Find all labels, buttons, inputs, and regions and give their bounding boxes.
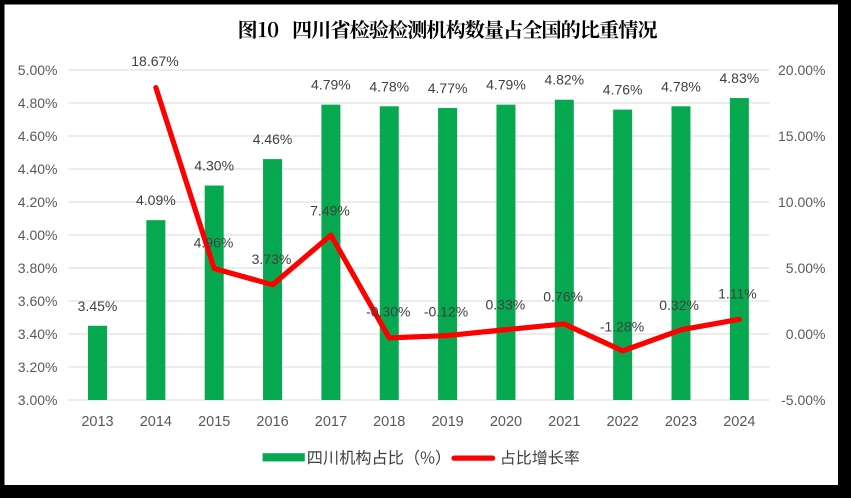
svg-text:7.49%: 7.49% xyxy=(310,203,350,219)
svg-text:5.00%: 5.00% xyxy=(786,260,826,276)
svg-text:4.83%: 4.83% xyxy=(719,70,759,86)
svg-text:0.76%: 0.76% xyxy=(543,289,583,305)
svg-text:4.96%: 4.96% xyxy=(194,235,234,251)
svg-text:10.00%: 10.00% xyxy=(778,194,825,210)
svg-text:2020: 2020 xyxy=(490,414,522,430)
svg-text:-0.12%: -0.12% xyxy=(424,304,468,320)
svg-text:0.32%: 0.32% xyxy=(659,297,699,313)
svg-text:0.00%: 0.00% xyxy=(786,326,826,342)
svg-text:2024: 2024 xyxy=(723,414,755,430)
svg-text:4.79%: 4.79% xyxy=(311,77,351,93)
svg-text:4.78%: 4.78% xyxy=(661,78,701,94)
svg-text:3.20%: 3.20% xyxy=(18,359,58,375)
svg-text:4.20%: 4.20% xyxy=(18,194,58,210)
svg-text:4.79%: 4.79% xyxy=(486,77,526,93)
svg-text:2014: 2014 xyxy=(140,414,172,430)
svg-text:3.80%: 3.80% xyxy=(18,260,58,276)
svg-text:2017: 2017 xyxy=(315,414,347,430)
svg-text:4.60%: 4.60% xyxy=(18,128,58,144)
svg-text:4.00%: 4.00% xyxy=(18,227,58,243)
svg-text:2023: 2023 xyxy=(665,414,697,430)
svg-text:4.78%: 4.78% xyxy=(369,78,409,94)
svg-text:4.46%: 4.46% xyxy=(253,131,293,147)
svg-text:-0.30%: -0.30% xyxy=(366,304,410,320)
svg-text:20.00%: 20.00% xyxy=(778,62,825,78)
svg-text:-5.00%: -5.00% xyxy=(781,392,825,408)
svg-text:1.11%: 1.11% xyxy=(718,286,757,302)
svg-text:4.76%: 4.76% xyxy=(603,82,643,98)
svg-text:15.00%: 15.00% xyxy=(778,128,825,144)
svg-text:2022: 2022 xyxy=(607,414,639,430)
svg-text:4.80%: 4.80% xyxy=(18,95,58,111)
svg-text:3.45%: 3.45% xyxy=(78,298,118,314)
svg-text:4.40%: 4.40% xyxy=(18,161,58,177)
svg-text:4.77%: 4.77% xyxy=(428,80,468,96)
svg-text:4.30%: 4.30% xyxy=(194,158,234,174)
svg-text:3.60%: 3.60% xyxy=(18,293,58,309)
svg-text:2016: 2016 xyxy=(256,414,288,430)
svg-text:2021: 2021 xyxy=(548,414,580,430)
svg-text:-1.28%: -1.28% xyxy=(600,318,644,334)
svg-text:2018: 2018 xyxy=(373,414,405,430)
svg-text:3.40%: 3.40% xyxy=(18,326,58,342)
svg-text:3.00%: 3.00% xyxy=(18,392,58,408)
svg-text:2019: 2019 xyxy=(431,414,463,430)
svg-text:4.09%: 4.09% xyxy=(136,192,176,208)
svg-text:0.33%: 0.33% xyxy=(486,297,526,313)
svg-text:2015: 2015 xyxy=(198,414,230,430)
svg-text:2013: 2013 xyxy=(81,414,113,430)
svg-text:3.73%: 3.73% xyxy=(252,251,292,267)
svg-text:5.00%: 5.00% xyxy=(18,62,58,78)
svg-text:18.67%: 18.67% xyxy=(131,53,178,69)
svg-text:4.82%: 4.82% xyxy=(544,72,584,88)
